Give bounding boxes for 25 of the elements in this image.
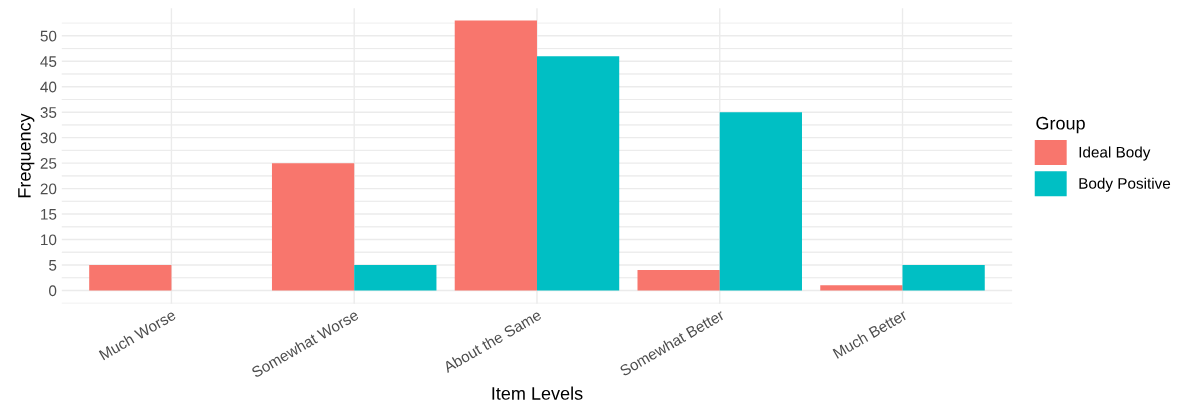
- y-tick-label: 50: [40, 30, 57, 42]
- bar: [89, 264, 172, 291]
- legend-label: Body Positive: [1079, 177, 1171, 192]
- bar: [271, 163, 355, 291]
- y-tick-label: 35: [40, 107, 57, 118]
- bar: [354, 264, 437, 291]
- bar: [902, 264, 985, 291]
- legend-title: Group: [1036, 116, 1085, 134]
- y-tick-label: 25: [40, 158, 57, 169]
- legend-label: Ideal Body: [1079, 146, 1151, 161]
- y-tick-label: 40: [40, 81, 57, 93]
- bar: [536, 56, 620, 291]
- y-tick-label: 10: [41, 234, 57, 246]
- y-tick-label: 0: [49, 285, 57, 297]
- bar: [719, 112, 802, 291]
- x-axis-title: Item Levels: [492, 386, 583, 400]
- bar: [820, 285, 903, 291]
- y-tick-label: 20: [40, 183, 57, 195]
- bar: [454, 20, 537, 291]
- y-axis-title: Frequency: [18, 113, 35, 198]
- y-tick-label: 30: [40, 132, 57, 144]
- bar: [637, 270, 720, 291]
- y-tick-label: 5: [49, 260, 57, 271]
- y-tick-label: 15: [41, 209, 57, 220]
- y-tick-label: 45: [40, 56, 57, 67]
